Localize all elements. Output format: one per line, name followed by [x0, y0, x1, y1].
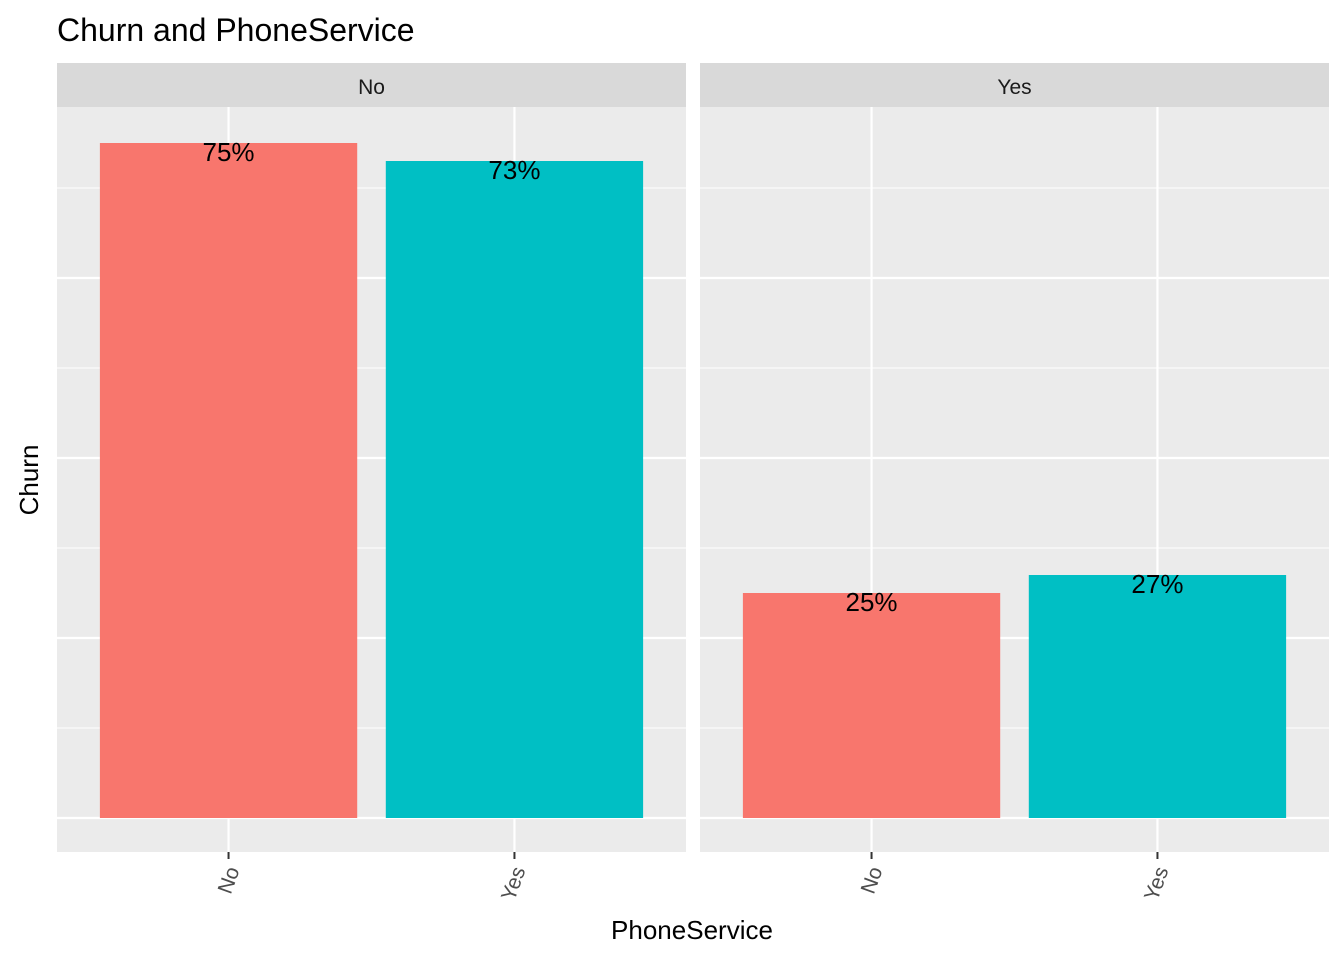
- x-tick-label: Yes: [1140, 864, 1173, 904]
- facet-panel-no: No 75% No 73% Yes: [57, 63, 686, 904]
- chart-title: Churn and PhoneService: [57, 12, 415, 48]
- facet-strip-label: Yes: [997, 76, 1031, 99]
- bar-no-no: [99, 143, 358, 818]
- facet-strip-label: No: [358, 76, 385, 99]
- x-tick-label: No: [214, 864, 245, 897]
- data-label: 73%: [488, 155, 540, 185]
- data-label: 75%: [203, 137, 255, 167]
- data-label: 27%: [1131, 569, 1183, 599]
- x-tick-label: Yes: [497, 864, 530, 904]
- bar-yes-yes: [1028, 575, 1287, 818]
- facet-panel-yes: Yes 25% No 27% Yes: [700, 63, 1329, 904]
- y-axis-title: Churn: [14, 445, 44, 516]
- x-axis-title: PhoneService: [611, 915, 773, 945]
- bar-no-yes: [385, 161, 644, 818]
- x-tick-label: No: [857, 864, 888, 897]
- bar-yes-no: [742, 593, 1001, 818]
- facet-strip: [57, 63, 686, 107]
- facets-layer: No 75% No 73% Yes Yes 25% No 27% Yes: [57, 63, 1329, 904]
- facet-strip: [700, 63, 1329, 107]
- data-label: 25%: [846, 587, 898, 617]
